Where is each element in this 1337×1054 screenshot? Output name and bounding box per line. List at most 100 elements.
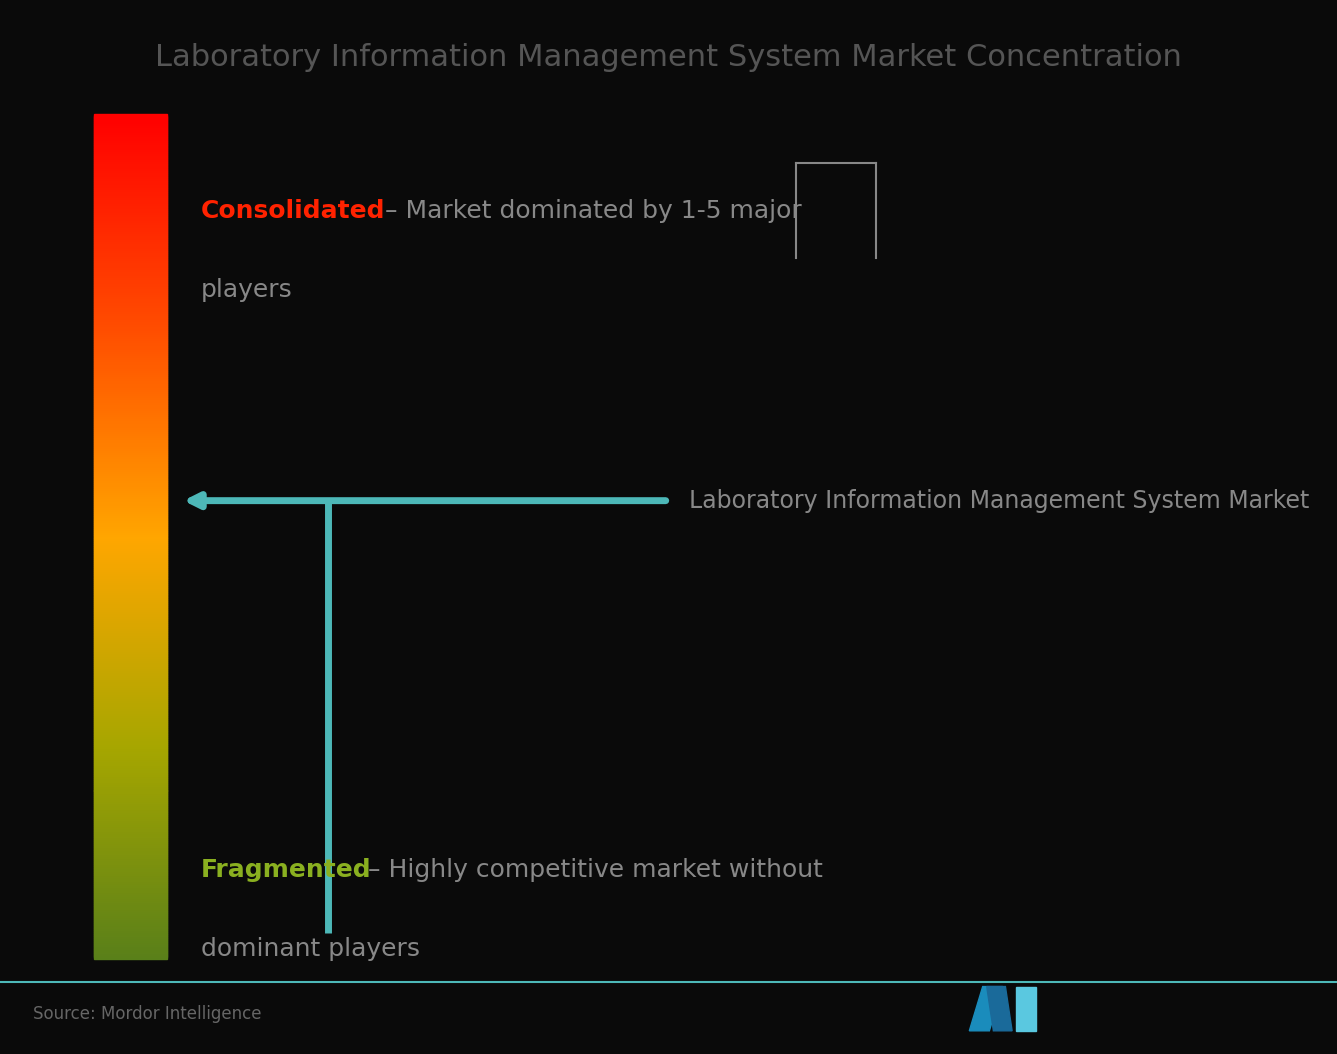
Bar xyxy=(94,367,167,371)
Bar xyxy=(94,365,167,369)
Bar xyxy=(94,531,167,535)
Bar xyxy=(94,255,167,259)
Bar xyxy=(94,868,167,873)
Bar xyxy=(94,717,167,721)
Bar xyxy=(94,386,167,390)
Bar xyxy=(94,660,167,664)
Bar xyxy=(94,814,167,818)
Bar xyxy=(94,236,167,240)
Bar xyxy=(94,719,167,723)
Bar xyxy=(94,542,167,546)
Bar xyxy=(94,261,167,266)
Bar xyxy=(94,753,167,757)
Bar xyxy=(94,411,167,415)
Text: Fragmented: Fragmented xyxy=(201,858,372,881)
Bar xyxy=(94,156,167,160)
Bar xyxy=(94,270,167,274)
Bar xyxy=(94,320,167,325)
Bar xyxy=(94,685,167,689)
Bar xyxy=(94,226,167,230)
Bar xyxy=(94,584,167,588)
Bar xyxy=(94,426,167,430)
Bar xyxy=(94,906,167,911)
Bar xyxy=(94,221,167,226)
Bar xyxy=(94,476,167,481)
Bar xyxy=(94,316,167,320)
Bar xyxy=(94,862,167,866)
Bar xyxy=(94,295,167,299)
Bar xyxy=(94,358,167,363)
Bar xyxy=(94,331,167,335)
Bar xyxy=(94,194,167,198)
Bar xyxy=(94,662,167,666)
Bar xyxy=(94,422,167,426)
Bar xyxy=(94,483,167,487)
Bar xyxy=(94,468,167,472)
Bar xyxy=(94,314,167,318)
Bar xyxy=(94,721,167,725)
Bar xyxy=(94,769,167,774)
Bar xyxy=(94,466,167,470)
Bar xyxy=(94,713,167,717)
Bar xyxy=(94,325,167,329)
Bar xyxy=(94,373,167,377)
Bar xyxy=(94,190,167,194)
Bar xyxy=(94,396,167,401)
Bar xyxy=(94,407,167,411)
Bar xyxy=(94,746,167,750)
Bar xyxy=(94,493,167,497)
Text: Laboratory Information Management System Market Concentration: Laboratory Information Management System… xyxy=(155,43,1182,73)
Bar xyxy=(94,443,167,447)
Bar xyxy=(94,390,167,394)
Bar xyxy=(94,700,167,704)
Bar xyxy=(94,228,167,232)
Bar xyxy=(94,502,167,506)
Bar xyxy=(94,599,167,603)
Bar xyxy=(94,940,167,944)
Bar xyxy=(94,594,167,599)
Bar xyxy=(94,274,167,278)
Bar xyxy=(94,116,167,120)
Bar xyxy=(94,247,167,251)
Bar xyxy=(94,179,167,183)
Bar xyxy=(94,911,167,915)
Bar xyxy=(94,462,167,466)
Bar xyxy=(94,204,167,209)
Bar xyxy=(94,645,167,649)
Bar xyxy=(94,858,167,862)
Bar xyxy=(94,162,167,167)
Text: players: players xyxy=(201,278,293,301)
Text: Consolidated: Consolidated xyxy=(201,199,385,222)
Bar xyxy=(94,736,167,740)
Bar xyxy=(94,352,167,356)
Bar xyxy=(94,329,167,333)
Bar xyxy=(94,755,167,759)
Bar xyxy=(94,175,167,179)
Bar xyxy=(94,936,167,940)
Bar xyxy=(94,850,167,854)
Bar xyxy=(94,580,167,584)
Bar xyxy=(94,139,167,143)
Bar xyxy=(94,786,167,790)
Bar xyxy=(94,242,167,247)
Bar xyxy=(94,750,167,755)
Bar xyxy=(94,310,167,314)
Bar xyxy=(94,818,167,822)
Bar xyxy=(94,253,167,257)
Bar xyxy=(94,582,167,586)
Bar xyxy=(94,479,167,483)
Bar xyxy=(94,350,167,354)
Bar xyxy=(94,495,167,500)
Bar xyxy=(94,371,167,375)
Bar xyxy=(94,289,167,293)
Bar xyxy=(94,167,167,171)
Bar xyxy=(94,234,167,238)
Bar xyxy=(94,464,167,468)
Bar xyxy=(94,923,167,928)
Bar xyxy=(94,268,167,272)
Bar xyxy=(94,181,167,186)
Bar xyxy=(94,548,167,552)
Bar xyxy=(94,550,167,554)
Bar xyxy=(94,417,167,422)
Bar xyxy=(94,173,167,177)
